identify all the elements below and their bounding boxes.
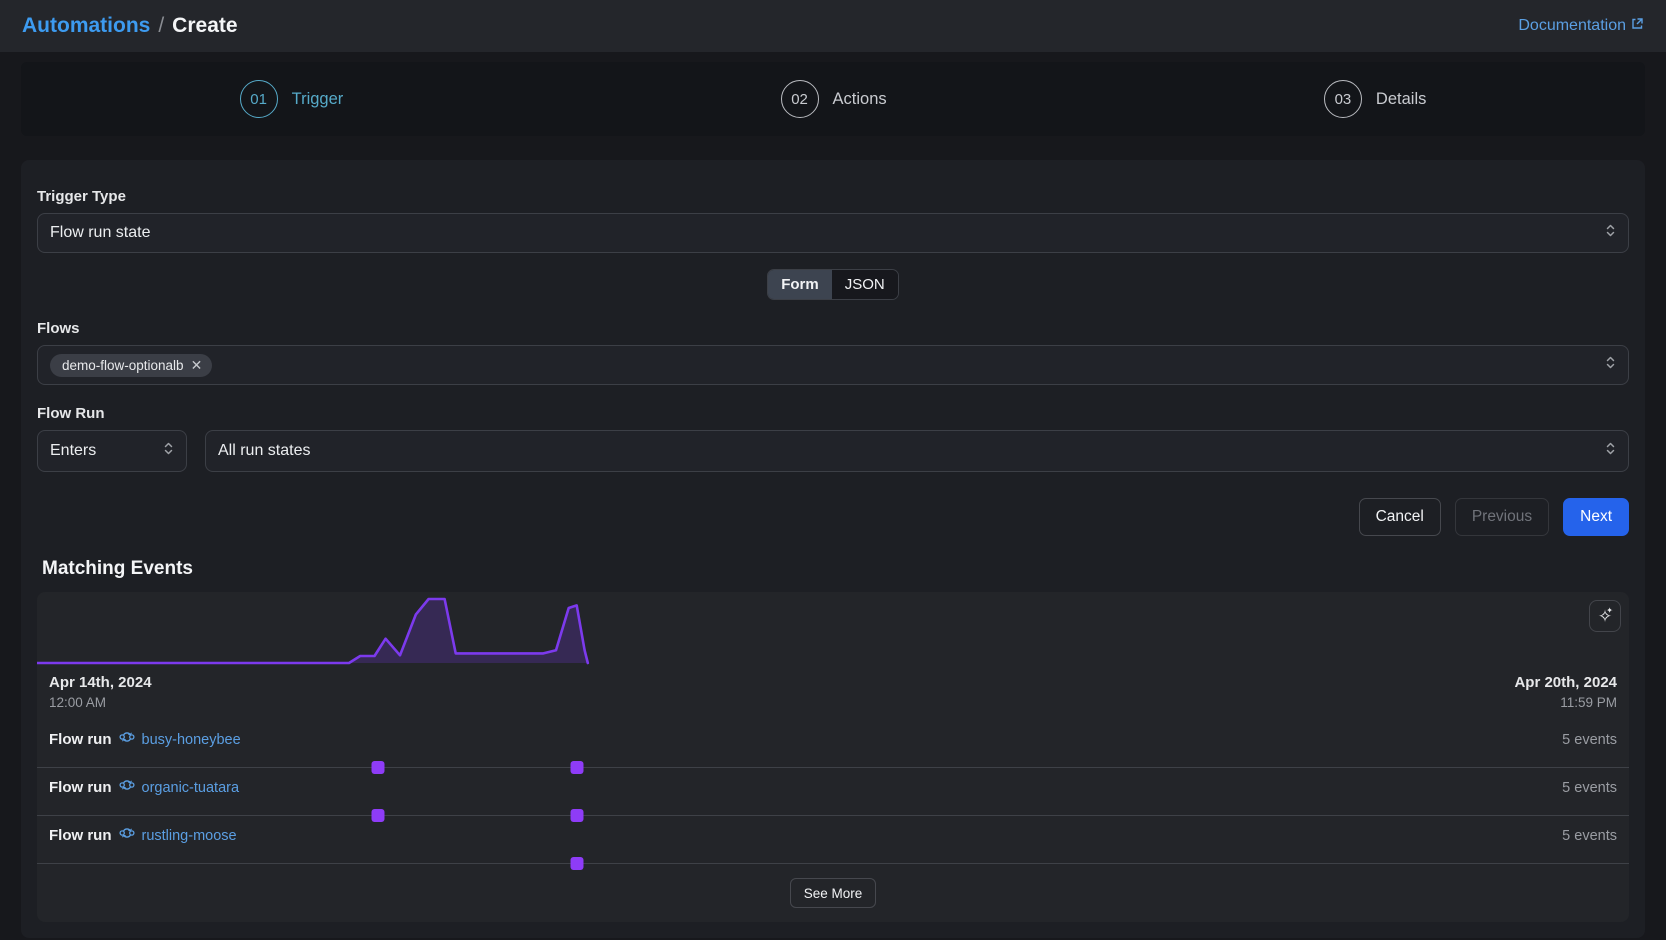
date-range: Apr 14th, 2024 12:00 AM Apr 20th, 2024 1…: [37, 666, 1629, 720]
flow-tag: demo-flow-optionalb ✕: [50, 353, 213, 377]
trigger-form-card: Trigger Type Flow run state Form JSON Fl…: [21, 160, 1645, 938]
external-link-icon: [1631, 17, 1644, 35]
next-button[interactable]: Next: [1563, 498, 1629, 536]
toggle-json-button[interactable]: JSON: [831, 270, 898, 299]
previous-button[interactable]: Previous: [1454, 498, 1550, 536]
event-row-organic-tuatara: Flow run organic-tuatara 5 events: [37, 768, 1629, 822]
breadcrumb-automations-link[interactable]: Automations: [22, 14, 151, 37]
flow-run-operator-select[interactable]: Enters: [37, 430, 187, 472]
flow-run-operator-value: Enters: [50, 442, 97, 459]
range-end: Apr 20th, 2024 11:59 PM: [1514, 674, 1617, 710]
step-details[interactable]: 03 Details: [1323, 80, 1427, 118]
step-actions[interactable]: 02 Actions: [780, 80, 887, 118]
flows-label: Flows: [37, 320, 80, 337]
documentation-link[interactable]: Documentation: [1518, 17, 1644, 35]
event-count: 5 events: [1562, 779, 1617, 796]
range-start-date: Apr 14th, 2024: [49, 674, 152, 691]
trigger-type-value: Flow run state: [50, 224, 151, 241]
flow-run-states-select[interactable]: All run states: [205, 430, 1629, 472]
flow-run-icon: [118, 778, 135, 797]
flow-tag-label: demo-flow-optionalb: [62, 357, 184, 373]
select-chevrons-icon: [1605, 222, 1616, 245]
form-json-toggle: Form JSON: [767, 269, 899, 300]
select-chevrons-icon: [163, 440, 174, 463]
flow-run-icon: [118, 826, 135, 845]
event-marker[interactable]: [570, 761, 584, 774]
trigger-type-label: Trigger Type: [37, 188, 126, 205]
range-end-date: Apr 20th, 2024: [1514, 674, 1617, 691]
event-marker[interactable]: [570, 857, 584, 870]
event-row-prefix: Flow run: [49, 827, 112, 844]
top-header: Automations / Create Documentation: [0, 0, 1666, 52]
events-sparkline: [37, 592, 1629, 666]
range-start: Apr 14th, 2024 12:00 AM: [49, 674, 152, 710]
event-count: 5 events: [1562, 827, 1617, 844]
step-details-label: Details: [1375, 89, 1427, 108]
event-marker[interactable]: [371, 809, 385, 822]
matching-events-card: ✧ ✦ Apr 14th, 2024 12:00 AM Apr 20th, 20…: [37, 592, 1629, 922]
event-marker[interactable]: [371, 761, 385, 774]
range-end-time: 11:59 PM: [1560, 695, 1617, 710]
flow-run-link-busy-honeybee[interactable]: busy-honeybee: [141, 731, 241, 748]
event-count: 5 events: [1562, 731, 1617, 748]
select-chevrons-icon: [1605, 440, 1616, 463]
breadcrumb-separator: /: [158, 14, 165, 37]
cancel-button[interactable]: Cancel: [1358, 498, 1441, 536]
range-start-time: 12:00 AM: [49, 695, 107, 710]
event-row-prefix: Flow run: [49, 731, 112, 748]
flow-run-link-rustling-moose[interactable]: rustling-moose: [141, 827, 237, 844]
step-trigger-number: 01: [239, 80, 278, 118]
step-actions-number: 02: [780, 80, 819, 118]
toggle-form-button[interactable]: Form: [768, 270, 832, 299]
see-more-button[interactable]: See More: [789, 878, 877, 908]
step-actions-label: Actions: [832, 89, 887, 108]
page-title: Create: [172, 14, 238, 37]
step-trigger[interactable]: 01 Trigger: [239, 80, 344, 118]
event-row-busy-honeybee: Flow run busy-honeybee 5 events: [37, 720, 1629, 774]
trigger-type-select[interactable]: Flow run state: [37, 213, 1629, 253]
sparkles-icon[interactable]: ✧ ✦: [1589, 600, 1621, 632]
flow-run-icon: [118, 730, 135, 749]
close-icon[interactable]: ✕: [190, 357, 203, 373]
flow-run-link-organic-tuatara[interactable]: organic-tuatara: [141, 779, 240, 796]
flow-run-label: Flow Run: [37, 405, 105, 422]
step-trigger-label: Trigger: [291, 89, 344, 108]
breadcrumb: Automations / Create: [22, 14, 238, 38]
matching-events-title: Matching Events: [42, 558, 193, 579]
documentation-link-label: Documentation: [1518, 17, 1626, 34]
select-chevrons-icon: [1605, 354, 1616, 377]
flows-select[interactable]: demo-flow-optionalb ✕: [37, 345, 1629, 385]
step-details-number: 03: [1323, 80, 1362, 118]
event-row-prefix: Flow run: [49, 779, 112, 796]
event-row-rustling-moose: Flow run rustling-moose 5 events: [37, 816, 1629, 870]
stepper: 01 Trigger 02 Actions 03 Details: [21, 62, 1645, 136]
event-marker[interactable]: [570, 809, 584, 822]
events-sparkline-svg: [37, 597, 590, 665]
flow-run-states-value: All run states: [218, 442, 311, 459]
